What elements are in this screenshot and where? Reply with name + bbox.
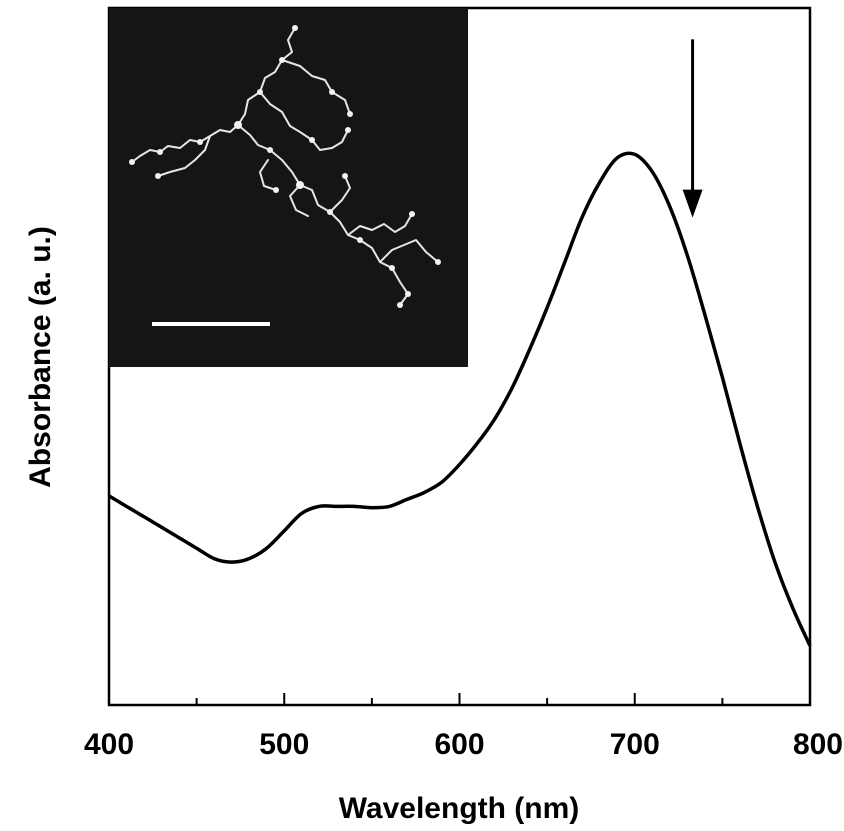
x-tick-label: 500 — [259, 728, 309, 761]
x-axis-title: Wavelength (nm) — [339, 792, 580, 825]
x-axis-ticks: 400 500 600 700 800 — [84, 693, 843, 761]
x-tick-label: 600 — [434, 728, 484, 761]
series-layer — [108, 151, 812, 647]
absorbance-series-line — [108, 151, 812, 647]
x-tick-label: 400 — [84, 728, 134, 761]
arrow-head — [682, 189, 703, 218]
annotation-layer — [682, 39, 703, 218]
y-axis-title: Absorbance (a. u.) — [24, 226, 57, 488]
x-tick-label: 800 — [793, 728, 843, 761]
x-tick-label: 700 — [610, 728, 660, 761]
inset-aggregate-particles — [129, 25, 441, 308]
inset-background — [109, 8, 468, 367]
inset-micrograph — [109, 8, 468, 367]
